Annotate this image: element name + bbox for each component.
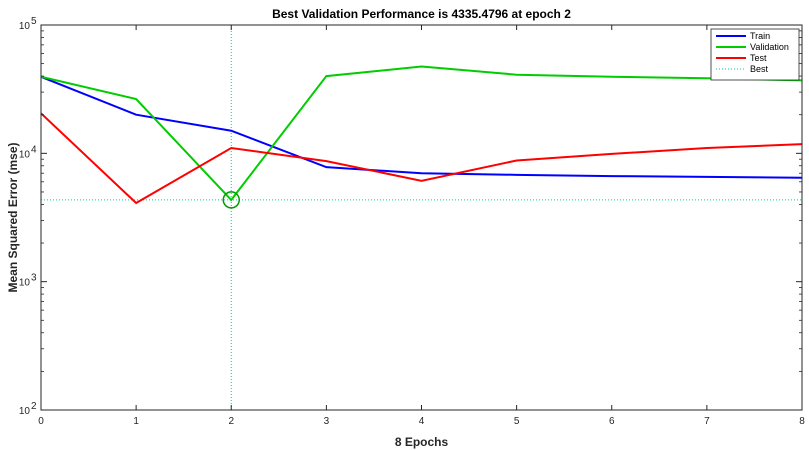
y-tick-label: 10 (19, 278, 31, 289)
legend-label-validation: Validation (750, 42, 789, 52)
best-point-marker (222, 191, 240, 209)
y-tick-exponent: 3 (31, 273, 37, 284)
x-tick-label: 4 (419, 416, 425, 427)
x-tick-label: 8 (799, 416, 805, 427)
x-tick-label: 0 (38, 416, 44, 427)
y-tick-exponent: 5 (31, 16, 37, 27)
y-tick-label: 10 (19, 149, 31, 160)
x-tick-label: 7 (704, 416, 710, 427)
series-line-train (40, 75, 803, 179)
x-tick-label: 6 (609, 416, 615, 427)
chart-title: Best Validation Performance is 4335.4796… (272, 7, 571, 21)
y-axis-label: Mean Squared Error (mse) (6, 142, 20, 292)
y-tick-exponent: 2 (31, 401, 37, 412)
plot-area (41, 25, 802, 410)
legend-box (710, 28, 800, 81)
x-tick-label: 5 (514, 416, 520, 427)
x-axis-label: 8 Epochs (395, 435, 449, 449)
y-tick-label: 10 (19, 21, 31, 32)
x-tick-label: 1 (133, 416, 139, 427)
y-tick-exponent: 4 (31, 144, 37, 155)
y-tick-label: 10 (19, 406, 31, 417)
legend-label-test: Test (750, 53, 767, 63)
plot-marks (40, 25, 803, 410)
legend-label-best: Best (750, 64, 769, 74)
x-tick-label: 2 (228, 416, 234, 427)
series-line-validation (40, 65, 803, 202)
x-tick-label: 3 (324, 416, 330, 427)
legend-label-train: Train (750, 31, 770, 41)
series-line-test (40, 112, 803, 205)
